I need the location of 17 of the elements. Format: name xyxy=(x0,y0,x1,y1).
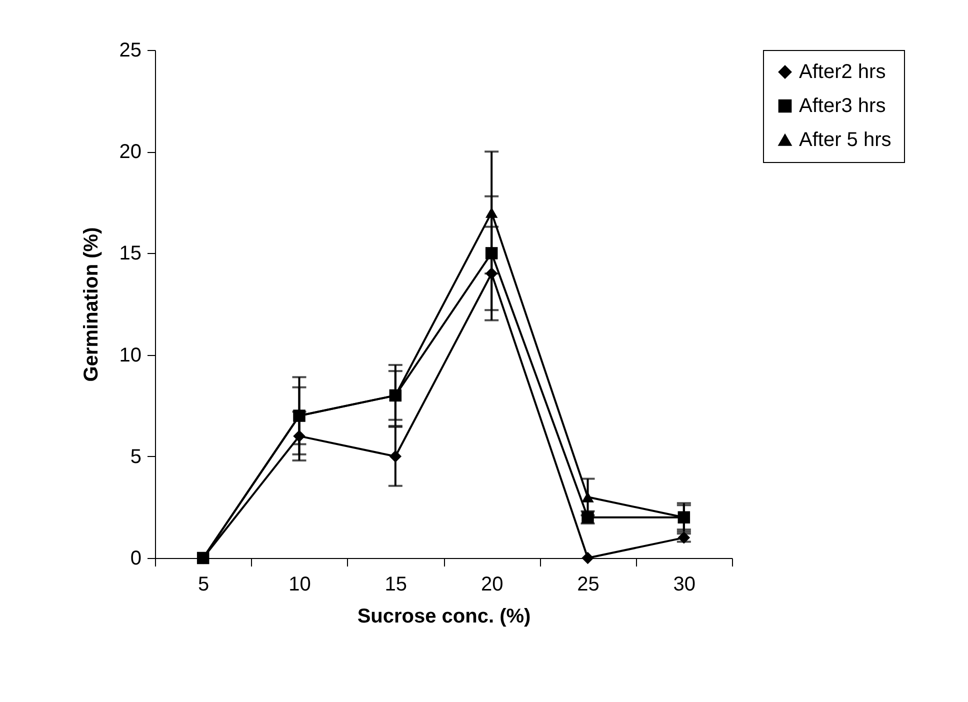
x-tick-label: 15 xyxy=(384,574,408,596)
y-tick-label: 5 xyxy=(130,446,142,468)
x-axis-title: Sucrose conc. (%) xyxy=(357,606,531,628)
x-tick-label: 30 xyxy=(673,574,696,596)
y-tick-label: 25 xyxy=(119,40,142,62)
x-tick-label: 10 xyxy=(288,574,311,596)
y-tick-label: 20 xyxy=(119,141,142,164)
x-tick-label: 5 xyxy=(198,574,210,596)
x-tick-label: 25 xyxy=(577,574,600,596)
y-tick-label: 15 xyxy=(119,242,142,265)
x-tick-label: 20 xyxy=(480,574,504,596)
y-tick-label: 10 xyxy=(119,344,142,366)
y-axis-title: Germination (%) xyxy=(80,227,102,382)
legend-label: After 5 hrs xyxy=(799,129,892,151)
legend-label: After2 hrs xyxy=(799,61,886,83)
legend-label: After3 hrs xyxy=(799,95,886,117)
y-tick-label: 0 xyxy=(130,548,142,570)
